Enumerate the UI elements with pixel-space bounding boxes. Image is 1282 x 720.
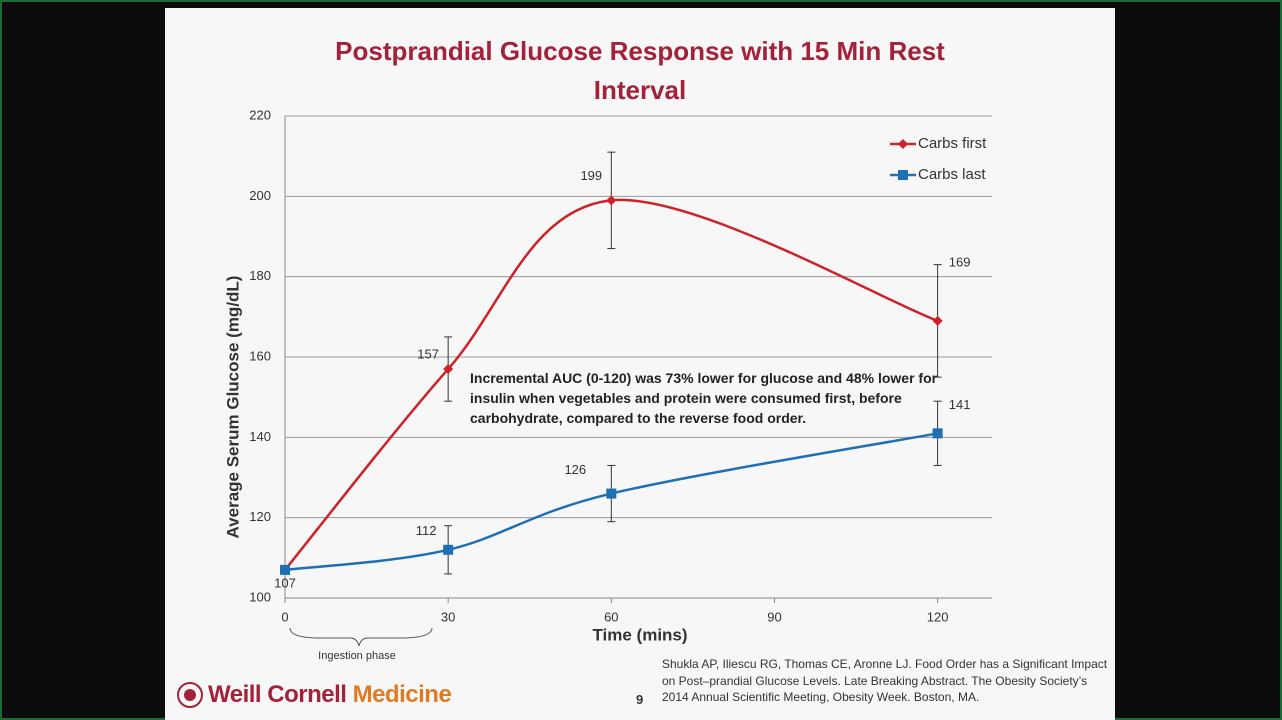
page-number: 9 xyxy=(636,692,644,707)
x-tick-label: 30 xyxy=(441,609,455,624)
y-tick-label: 220 xyxy=(249,107,271,122)
series-line xyxy=(284,432,938,572)
logo-seal xyxy=(177,682,203,708)
series-line xyxy=(284,198,939,571)
point xyxy=(443,544,454,555)
y-tick-label: 140 xyxy=(249,429,271,444)
slide-title: Postprandial Glucose Response with 15 Mi… xyxy=(335,36,945,105)
legend-label: Carbs last xyxy=(918,166,986,183)
annotation: Incremental AUC (0-120) was 73% lower fo… xyxy=(470,370,938,426)
ingestion-brace xyxy=(289,627,433,647)
data-label: 107 xyxy=(274,575,296,590)
point xyxy=(932,428,943,439)
point xyxy=(606,195,617,206)
legend-label: Carbs first xyxy=(918,135,987,152)
data-label: 169 xyxy=(949,254,971,269)
point xyxy=(280,564,290,575)
x-tick-label: 120 xyxy=(927,609,949,624)
data-label: 199 xyxy=(580,168,602,183)
x-tick-label: 60 xyxy=(604,609,618,624)
y-tick-label: 160 xyxy=(249,348,271,363)
point xyxy=(932,315,943,326)
x-tick-label: 0 xyxy=(281,609,288,624)
y-tick-label: 100 xyxy=(249,589,271,604)
point xyxy=(606,488,617,499)
data-label: 141 xyxy=(949,397,971,412)
x-tick-label: 90 xyxy=(767,609,781,624)
logo-primary: Weill Cornell xyxy=(208,681,347,708)
logo-seal-center xyxy=(184,689,196,701)
citation: Shukla AP, Iliescu RG, Thomas CE, Aronne… xyxy=(662,657,1108,704)
logo: Weill Cornell Medicine xyxy=(208,681,452,709)
y-axis-title: Average Serum Glucose (mg/dL) xyxy=(223,276,242,539)
logo-secondary: Medicine xyxy=(352,681,452,708)
y-tick-label: 180 xyxy=(249,268,271,283)
legend-marker xyxy=(898,139,908,149)
data-label: 157 xyxy=(417,346,439,361)
y-tick-label: 200 xyxy=(249,188,271,203)
y-tick-label: 120 xyxy=(249,509,271,524)
data-label: 112 xyxy=(416,523,437,538)
point xyxy=(443,364,454,375)
x-axis-title: Time (mins) xyxy=(592,625,687,644)
slide xyxy=(165,8,1115,720)
data-label: 126 xyxy=(564,462,586,477)
ingestion-label: Ingestion phase xyxy=(318,650,396,662)
legend-marker xyxy=(898,170,908,180)
